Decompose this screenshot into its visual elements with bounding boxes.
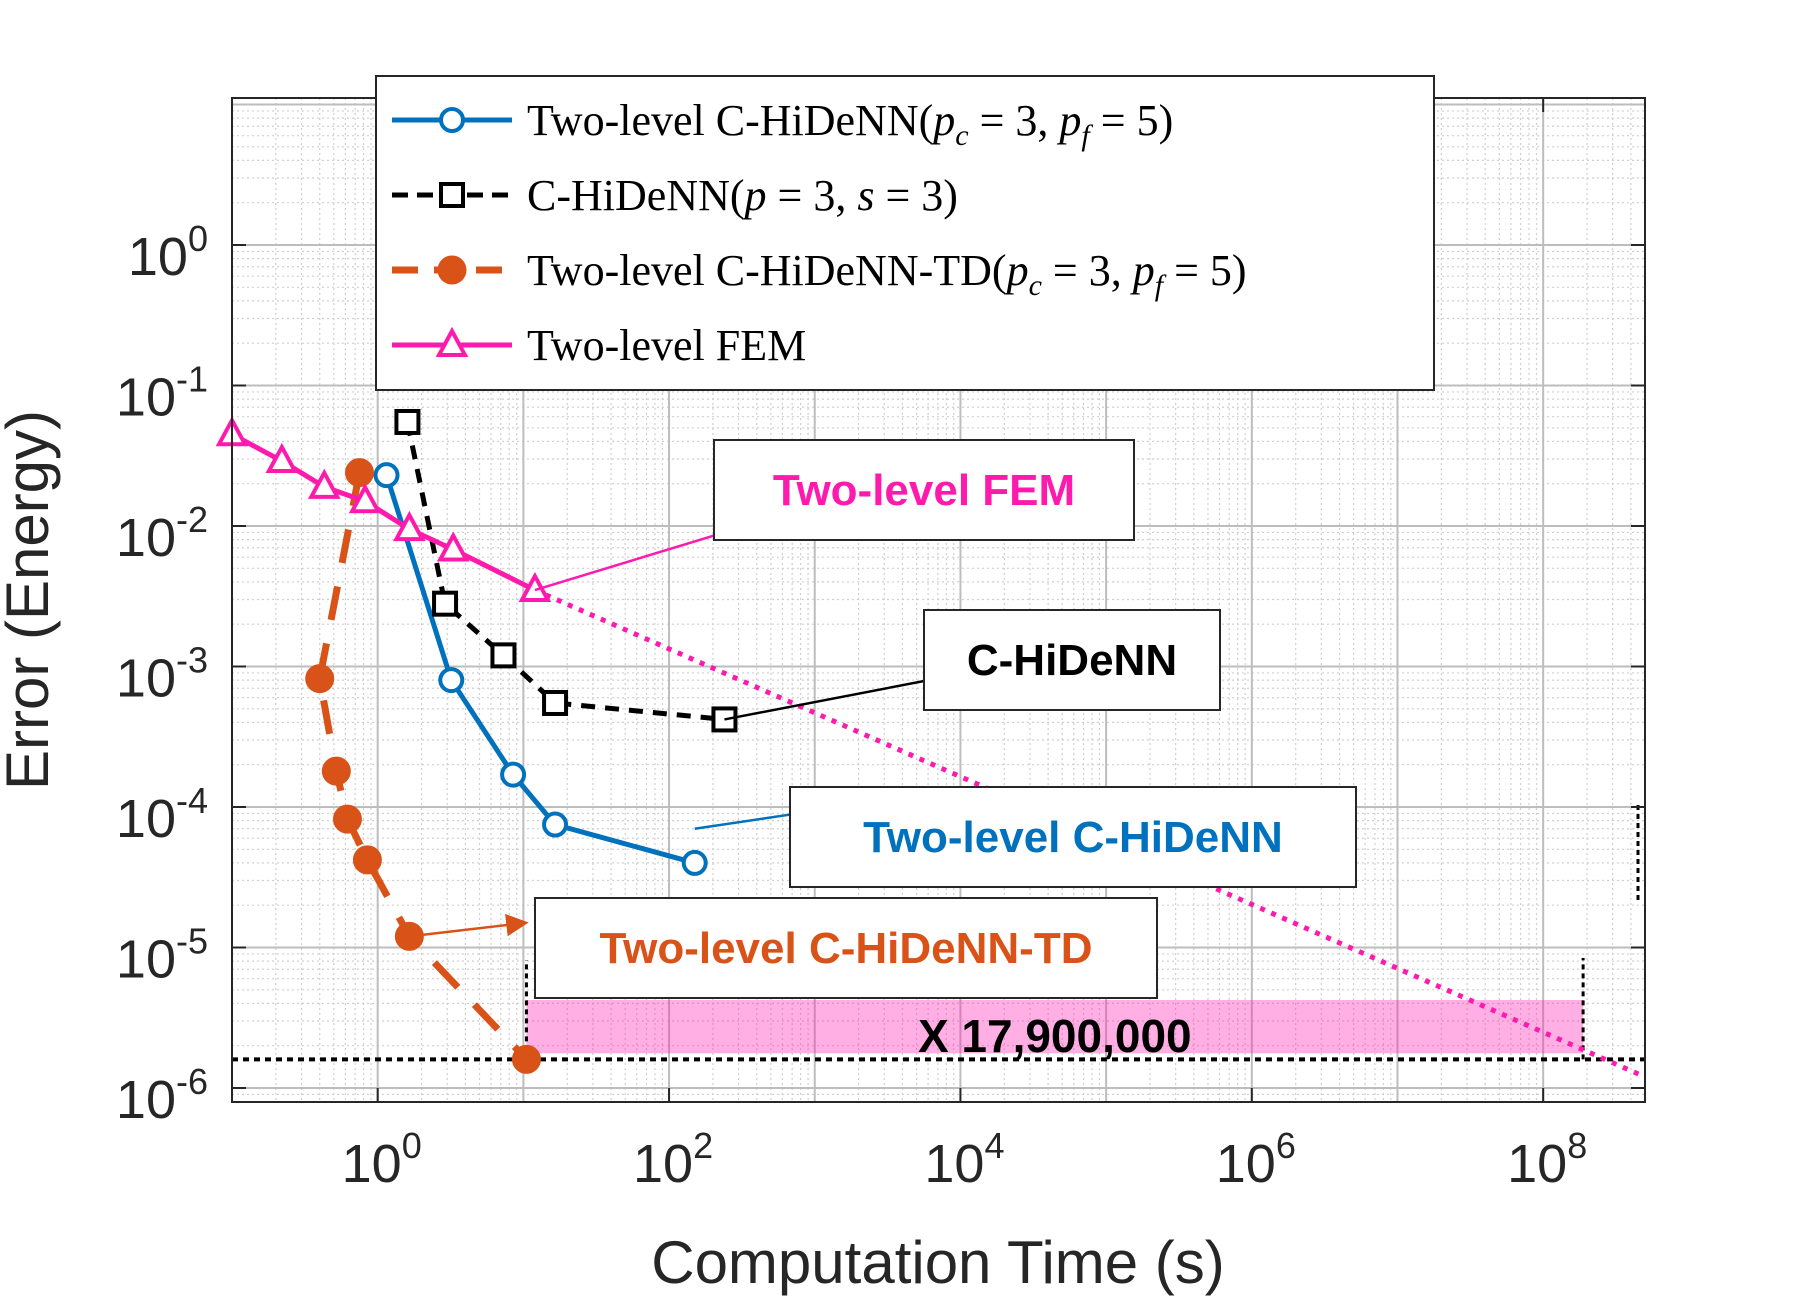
series-point-2 xyxy=(305,664,335,694)
series-point-2 xyxy=(344,458,374,488)
x-tick-label: 106 xyxy=(1216,1125,1296,1194)
series-point-3 xyxy=(265,442,299,474)
speedup-band xyxy=(526,1000,1584,1054)
speedup-region: X 17,900,000 xyxy=(232,805,1645,1062)
annotations: Two-level FEM C-HiDeNN Two-level C-HiDeNN T… xyxy=(409,439,1357,999)
series-point-3 xyxy=(393,510,426,542)
legend-label-1: C-HiDeNN(p = 3, s = 3) xyxy=(527,171,958,220)
series-point-0 xyxy=(373,462,400,489)
y-axis-title: Error (Energy) xyxy=(0,410,61,790)
annotation-two-level-chidenn-td-arrow xyxy=(409,913,529,938)
x-axis-title: Computation Time (s) xyxy=(651,1229,1225,1296)
legend: Two-level C-HiDeNN(pc = 3, pf = 5) C-HiDe… xyxy=(375,75,1435,391)
y-tick-label: 10-3 xyxy=(116,640,208,709)
legend-label-2: Two-level C-HiDeNN-TD(pc = 3, pf = 5) xyxy=(527,246,1247,302)
y-tick-label: 10-6 xyxy=(116,1061,208,1130)
y-tick-label: 10-1 xyxy=(116,359,208,428)
annotation-two-level-fem-box xyxy=(713,439,1135,541)
legend-marker-0 xyxy=(439,107,465,133)
series-line-1 xyxy=(404,421,725,722)
legend-marker-2 xyxy=(437,255,467,285)
y-tick-label: 100 xyxy=(128,218,208,287)
series-point-1 xyxy=(394,408,421,435)
series-point-2 xyxy=(321,756,351,786)
annotation-chidenn-label: C-HiDeNN xyxy=(967,636,1177,685)
legend-marker-1 xyxy=(439,182,465,208)
annotation-two-level-chidenn-label: Two-level C-HiDeNN xyxy=(863,813,1283,862)
legend-label-0: Two-level C-HiDeNN(pc = 3, pf = 5) xyxy=(527,96,1173,152)
series-point-3 xyxy=(348,483,382,514)
series-point-0 xyxy=(542,811,569,838)
y-tick-labels: 100 10-1 10-2 10-3 10-4 10-5 10-6 xyxy=(116,218,208,1130)
series-line-0 xyxy=(384,474,696,866)
series-point-0 xyxy=(681,849,708,876)
x-tick-label: 100 xyxy=(342,1125,422,1194)
series-point-1 xyxy=(542,689,569,716)
series-point-2 xyxy=(352,845,382,875)
series-point-2 xyxy=(332,804,362,834)
x-tick-label: 108 xyxy=(1507,1125,1587,1194)
x-tick-label: 104 xyxy=(924,1125,1004,1194)
series-point-2 xyxy=(511,1044,541,1074)
series-point-0 xyxy=(438,667,465,694)
annotation-two-level-chidenn-td-box xyxy=(534,897,1158,999)
series-point-3 xyxy=(436,531,470,562)
legend-marker-3 xyxy=(435,326,469,357)
annotation-two-level-chidenn-box xyxy=(789,786,1357,888)
speedup-label: X 17,900,000 xyxy=(918,1010,1192,1062)
y-tick-label: 10-5 xyxy=(116,921,208,990)
fem-extrapolation-line xyxy=(533,587,1645,1080)
x-tick-labels: 100 102 104 106 108 xyxy=(342,1125,1588,1194)
legend-box xyxy=(375,75,1435,391)
x-tick-label: 102 xyxy=(633,1125,713,1194)
annotation-two-level-chidenn-td-label: Two-level C-HiDeNN-TD xyxy=(600,924,1093,973)
annotation-two-level-fem-label: Two-level FEM xyxy=(773,466,1075,515)
series-point-1 xyxy=(432,590,459,617)
annotation-chidenn-box xyxy=(923,609,1221,711)
legend-label-3: Two-level FEM xyxy=(527,321,806,370)
y-tick-label: 10-4 xyxy=(116,780,208,849)
y-tick-label: 10-2 xyxy=(116,499,208,568)
series-point-1 xyxy=(490,642,517,669)
series-point-0 xyxy=(500,761,527,788)
series-line-2 xyxy=(316,471,529,1062)
series-markers xyxy=(215,408,738,1074)
series-point-3 xyxy=(307,468,341,499)
